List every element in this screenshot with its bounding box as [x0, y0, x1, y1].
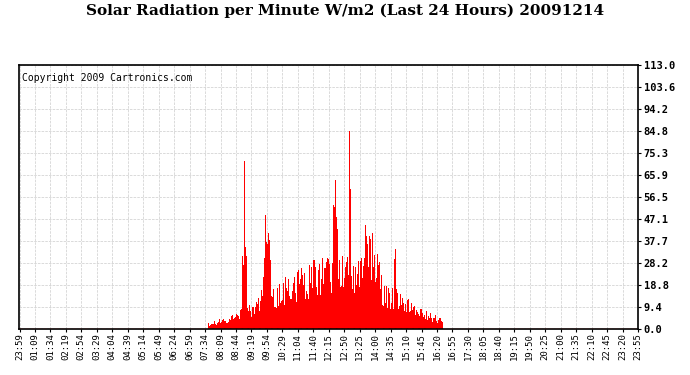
Text: Solar Radiation per Minute W/m2 (Last 24 Hours) 20091214: Solar Radiation per Minute W/m2 (Last 24… [86, 4, 604, 18]
Text: Copyright 2009 Cartronics.com: Copyright 2009 Cartronics.com [22, 73, 193, 83]
